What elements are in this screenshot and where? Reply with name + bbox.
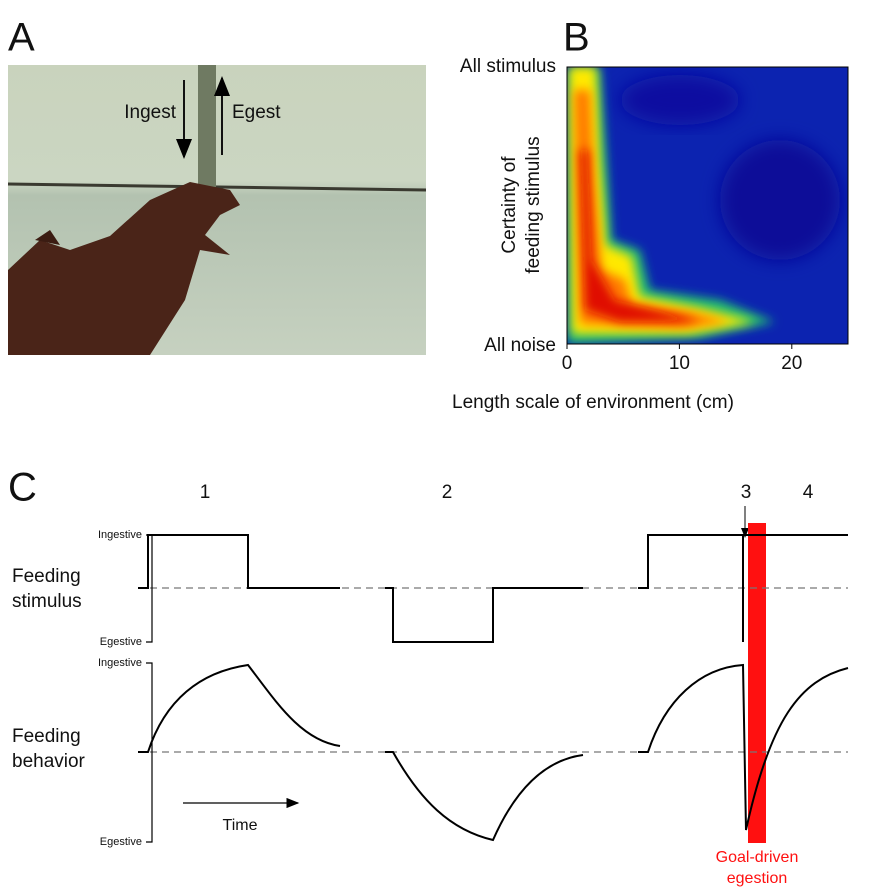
y-axis-label: Certainty of [499, 156, 520, 254]
y-end-label: All noise [484, 335, 556, 356]
x-axis-label: Length scale of environment (cm) [452, 392, 734, 413]
highlight-bar [748, 523, 766, 843]
behavior-trace [138, 663, 341, 753]
photo [7, 65, 427, 355]
panel-label: C [8, 466, 37, 510]
y-end-label: Ingestive [98, 529, 142, 541]
row-label: behavior [12, 751, 86, 772]
panel-label: A [8, 16, 35, 60]
behavior-trace [385, 751, 584, 842]
y-end-label: Ingestive [98, 657, 142, 669]
phase-label: 1 [200, 482, 211, 503]
x-tick-label: 10 [669, 353, 690, 374]
y-end-label: Egestive [100, 836, 142, 848]
behavior-trace [638, 663, 849, 831]
annotation: Egest [232, 102, 281, 123]
stimulus-trace [638, 534, 848, 642]
annotation: Ingest [124, 102, 176, 123]
x-tick-label: 20 [781, 353, 802, 374]
y-end-label: Egestive [100, 636, 142, 648]
stimulus-trace [138, 534, 340, 589]
phase-label: 2 [442, 482, 453, 503]
y-axis [146, 662, 153, 843]
y-end-label: All stimulus [460, 56, 556, 77]
time-label: Time [223, 817, 258, 834]
phase-label: 3 [741, 482, 752, 503]
panel-label: B [563, 16, 590, 60]
highlight-label: egestion [727, 870, 788, 887]
row-label: Feeding [12, 726, 81, 747]
x-tick-label: 0 [562, 353, 573, 374]
phase-label: 4 [803, 482, 814, 503]
highlight-label: Goal-driven [716, 849, 799, 866]
heatmap [567, 67, 848, 344]
y-axis-label: feeding stimulus [523, 136, 544, 273]
row-label: stimulus [12, 591, 82, 612]
row-label: Feeding [12, 566, 81, 587]
plot-frame [566, 66, 849, 345]
stimulus-trace [385, 587, 583, 643]
